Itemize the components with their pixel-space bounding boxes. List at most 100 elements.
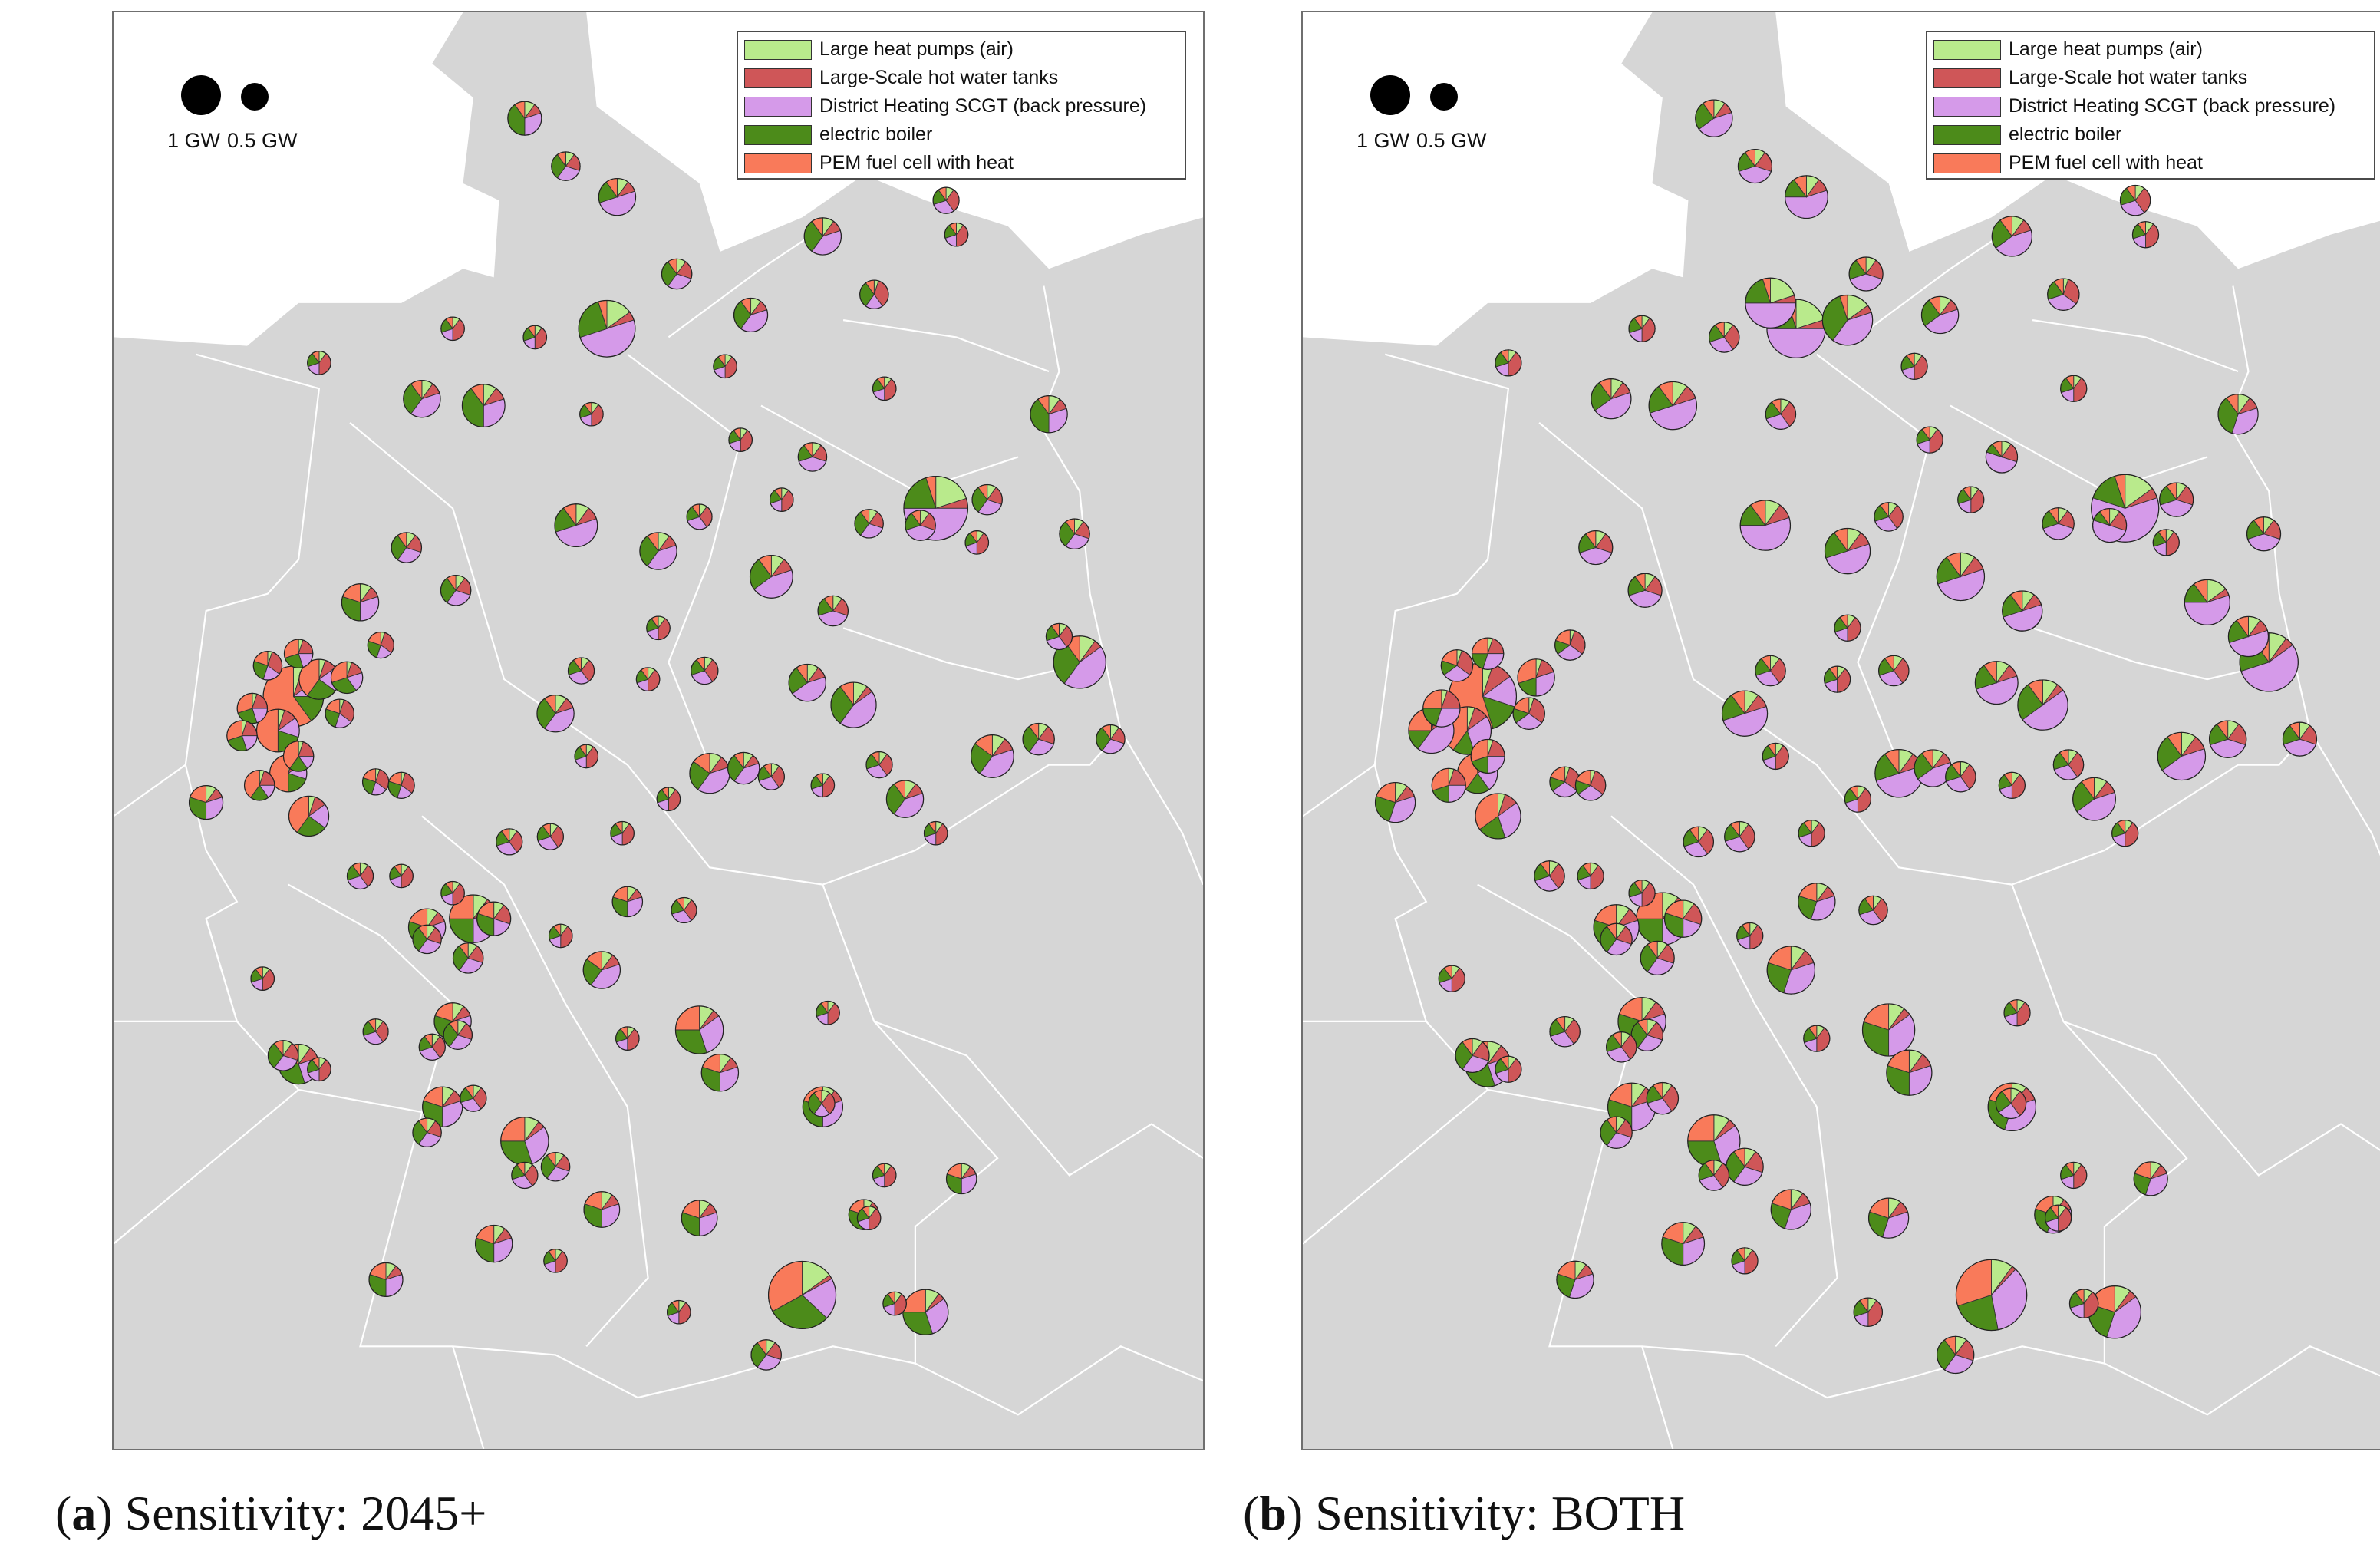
pie-outline (1455, 1038, 1490, 1074)
legend-label: PEM fuel cell with heat (2009, 152, 2203, 173)
node-pie (803, 217, 842, 256)
region-border (842, 319, 1050, 373)
node-pie (1059, 518, 1090, 549)
caption-text: Sensitivity: BOTH (1315, 1486, 1686, 1540)
pie-outline (2131, 221, 2160, 249)
pie-outline (610, 820, 635, 846)
pie-outline (1724, 820, 1755, 853)
node-pie (440, 574, 472, 606)
node-pie (543, 1249, 568, 1273)
pie-outline (797, 442, 828, 472)
node-pie (2052, 749, 2085, 780)
legend-label: District Heating SCGT (back pressure) (819, 95, 1147, 117)
pie-outline (1600, 1116, 1633, 1149)
pie-outline (307, 351, 331, 375)
legend-label: Large heat pumps (air) (819, 38, 1014, 60)
caption-letter: b (1259, 1486, 1287, 1540)
pie-outline (1574, 770, 1607, 801)
legend-label: Large heat pumps (air) (2009, 38, 2203, 60)
legend-a: Large heat pumps (air) Large-Scale hot w… (737, 31, 1186, 180)
map-canvas-a (114, 12, 1203, 1449)
pie-outline (548, 923, 573, 949)
region-border (873, 1020, 1203, 1177)
pie-outline (816, 1000, 840, 1025)
legend-swatch (1933, 96, 2001, 117)
pie-outline (882, 1291, 907, 1316)
pie-outline (496, 828, 523, 856)
node-pie (361, 768, 390, 796)
pie-outline (412, 1117, 442, 1147)
node-pie (1495, 1055, 1522, 1083)
pie-outline (1867, 1197, 1910, 1239)
node-pie (639, 532, 677, 570)
scale-dot-small (1430, 83, 1458, 111)
node-pie (945, 1163, 977, 1195)
node-pie (2184, 579, 2230, 625)
pie-outline (1591, 378, 1632, 420)
pie-outline (1739, 500, 1792, 551)
pie-outline (536, 823, 564, 850)
land-area (114, 12, 1203, 1449)
pie-outline (391, 532, 423, 563)
pie-outline (733, 297, 769, 333)
pie-outline (750, 1339, 782, 1371)
region-border (2032, 319, 2239, 373)
node-pie (1512, 697, 1545, 730)
node-pie (932, 186, 960, 214)
pie-outline (2052, 749, 2085, 780)
pie-outline (666, 1299, 691, 1325)
pie-outline (713, 354, 737, 379)
node-pie (2157, 731, 2207, 781)
node-pie (854, 509, 884, 539)
node-pie (1600, 1116, 1633, 1149)
pie-outline (1745, 277, 1796, 329)
node-pie (1600, 922, 1633, 956)
region-border (114, 764, 186, 817)
node-pie (691, 656, 719, 685)
node-pie (733, 297, 769, 333)
node-pie (1861, 1003, 1916, 1057)
node-pie (671, 896, 697, 924)
node-pie (816, 1000, 840, 1025)
node-pie (2003, 999, 2031, 1027)
node-pie (2282, 721, 2318, 757)
pie-outline (1495, 349, 1522, 377)
pie-outline (443, 1020, 473, 1050)
pie-outline (1045, 622, 1073, 651)
pie-outline (1765, 398, 1797, 430)
node-pie (1936, 1335, 1975, 1375)
node-pie (750, 1339, 782, 1371)
node-pie (2047, 278, 2080, 311)
node-pie (452, 942, 484, 974)
node-pie (341, 583, 380, 622)
pie-outline (387, 771, 415, 799)
node-pie (1695, 99, 1733, 137)
pie-outline (1053, 635, 1106, 689)
region-border (2309, 730, 2380, 856)
pie-outline (700, 1054, 740, 1092)
legend-item: District Heating SCGT (back pressure) (744, 92, 1178, 120)
node-pie (2119, 184, 2151, 216)
pie-outline (817, 595, 849, 627)
node-pie (749, 555, 793, 599)
node-pie (474, 1224, 513, 1263)
node-pie (536, 695, 575, 733)
region-border (114, 918, 239, 1023)
node-pie (288, 795, 330, 837)
pie-outline (476, 901, 512, 936)
node-pie (1821, 294, 1874, 346)
node-pie (2217, 394, 2259, 435)
pie-outline (440, 316, 465, 342)
node-pie (1661, 1222, 1706, 1266)
node-pie (872, 1163, 897, 1188)
node-pie (1766, 946, 1816, 995)
node-pie (1867, 1197, 1910, 1239)
node-pie (970, 734, 1014, 778)
pie-outline (749, 555, 793, 599)
node-pie (1517, 658, 1555, 697)
node-pie (387, 771, 415, 799)
node-pie (1648, 381, 1697, 431)
pie-outline (2091, 474, 2160, 543)
pie-outline (2034, 1195, 2072, 1234)
pie-outline (1470, 738, 1505, 774)
